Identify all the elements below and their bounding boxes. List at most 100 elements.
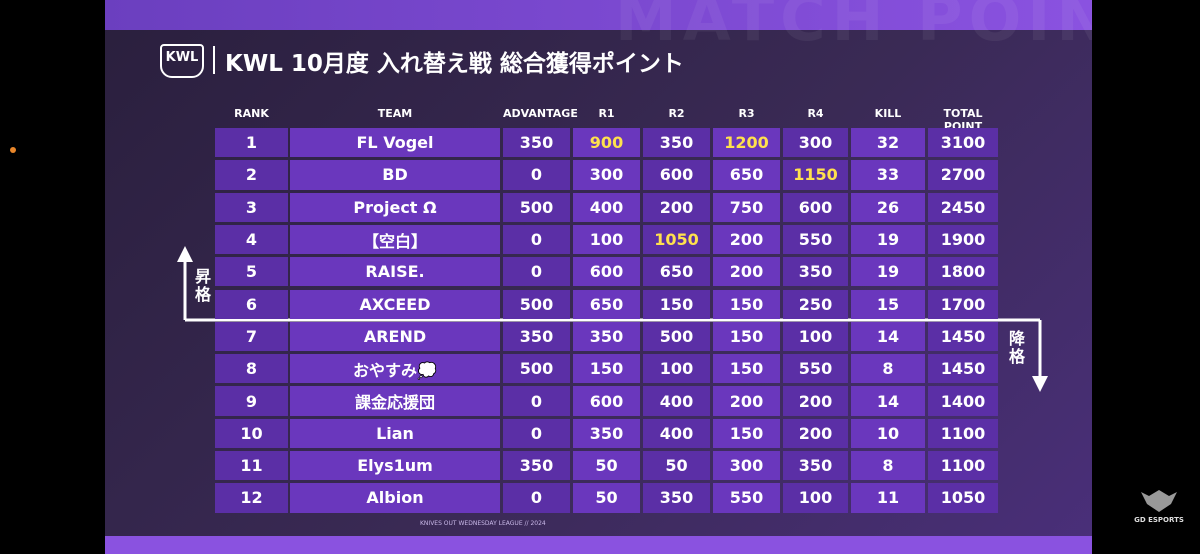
table-cell: 1100 — [928, 451, 998, 481]
table-cell: 400 — [573, 192, 640, 222]
table-cell: 600 — [573, 257, 640, 287]
table-cell: Lian — [290, 418, 500, 448]
sponsor-logo: GD ESPORTS — [1130, 488, 1188, 524]
top-bar — [105, 0, 1092, 30]
column-header: R4 — [807, 107, 824, 120]
table-cell: 1800 — [928, 257, 998, 287]
promotion-label: 昇格 — [194, 267, 211, 304]
table-cell: 400 — [643, 386, 710, 416]
table-cell: 26 — [851, 192, 925, 222]
table-cell: 100 — [643, 354, 710, 384]
table-cell: 200 — [713, 386, 780, 416]
table-cell: 650 — [713, 160, 780, 190]
table-cell: 1200 — [713, 128, 780, 158]
table-cell: 150 — [643, 289, 710, 319]
table-cell: 0 — [503, 483, 570, 513]
table-cell: 0 — [503, 418, 570, 448]
footer: KNIVES OUT WEDNESDAY LEAGUE // 2024 — [420, 520, 546, 527]
table-cell: 300 — [573, 160, 640, 190]
table-cell: 3100 — [928, 128, 998, 158]
table-cell: 550 — [783, 224, 848, 255]
table-cell: 0 — [503, 386, 570, 416]
column-header: RANK — [234, 107, 269, 120]
table-cell: 650 — [643, 257, 710, 287]
table-cell: 課金応援団 — [290, 386, 500, 416]
logo: KWL — [160, 44, 204, 78]
table-cell: 150 — [573, 354, 640, 384]
table-cell: 11 — [851, 483, 925, 513]
table-cell: 【空白】 — [290, 224, 500, 255]
table-cell: 600 — [783, 192, 848, 222]
table-cell: 33 — [851, 160, 925, 190]
table-cell: 200 — [783, 418, 848, 448]
table-cell: 900 — [573, 128, 640, 158]
table-cell: 500 — [643, 321, 710, 352]
table-cell: 1100 — [928, 418, 998, 448]
column-header: KILL — [874, 107, 902, 120]
column-header: TEAM — [377, 107, 413, 120]
table-cell: 2700 — [928, 160, 998, 190]
table-cell: 10 — [215, 418, 288, 448]
column-header: R3 — [738, 107, 755, 120]
table-cell: 5 — [215, 257, 288, 287]
table-cell: 1900 — [928, 224, 998, 255]
table-cell: 150 — [713, 321, 780, 352]
table-cell: 350 — [783, 257, 848, 287]
column-header: ADVANTAGE — [503, 107, 578, 120]
table-cell: 1 — [215, 128, 288, 158]
table-cell: 12 — [215, 483, 288, 513]
table-cell: AREND — [290, 321, 500, 352]
table-cell: 150 — [713, 289, 780, 319]
column-header: R1 — [598, 107, 615, 120]
table-cell: 8 — [215, 354, 288, 384]
table-cell: 350 — [503, 128, 570, 158]
table-cell: Albion — [290, 483, 500, 513]
table-cell: RAISE. — [290, 257, 500, 287]
table-cell: 500 — [503, 354, 570, 384]
table-cell: 11 — [215, 451, 288, 481]
table-cell: 19 — [851, 257, 925, 287]
table-cell: 14 — [851, 386, 925, 416]
table-cell: BD — [290, 160, 500, 190]
table-cell: 15 — [851, 289, 925, 319]
table-cell: 0 — [503, 257, 570, 287]
table-cell: 650 — [573, 289, 640, 319]
table-cell: 0 — [503, 224, 570, 255]
table-cell: 600 — [573, 386, 640, 416]
table-cell: 32 — [851, 128, 925, 158]
table-cell: 1150 — [783, 160, 848, 190]
table-cell: 550 — [713, 483, 780, 513]
table-cell: 6 — [215, 289, 288, 319]
table-cell: 350 — [503, 451, 570, 481]
table-cell: 1450 — [928, 354, 998, 384]
sponsor-icon — [1141, 490, 1177, 512]
table-cell: 350 — [573, 321, 640, 352]
bottom-bar — [105, 536, 1092, 554]
table-cell: 350 — [783, 451, 848, 481]
dot — [10, 147, 16, 153]
watermark: MATCH POINT — [615, 0, 1092, 55]
table-cell: 600 — [643, 160, 710, 190]
table-cell: 350 — [643, 483, 710, 513]
relegation-label: 降格 — [1008, 329, 1025, 366]
table-cell: 400 — [643, 418, 710, 448]
table-cell: 300 — [783, 128, 848, 158]
table-cell: 1050 — [643, 224, 710, 255]
table-cell: 2450 — [928, 192, 998, 222]
table-cell: 50 — [643, 451, 710, 481]
table-cell: 7 — [215, 321, 288, 352]
table-cell: 14 — [851, 321, 925, 352]
table-cell: 150 — [713, 418, 780, 448]
table-cell: 100 — [783, 321, 848, 352]
table-cell: 1450 — [928, 321, 998, 352]
table-cell: 100 — [783, 483, 848, 513]
table-cell: おやすみ💭 — [290, 354, 500, 384]
separator — [213, 46, 215, 74]
table-cell: 200 — [713, 224, 780, 255]
table-cell: 4 — [215, 224, 288, 255]
column-header: R2 — [668, 107, 685, 120]
table-cell: 1700 — [928, 289, 998, 319]
table-cell: FL Vogel — [290, 128, 500, 158]
